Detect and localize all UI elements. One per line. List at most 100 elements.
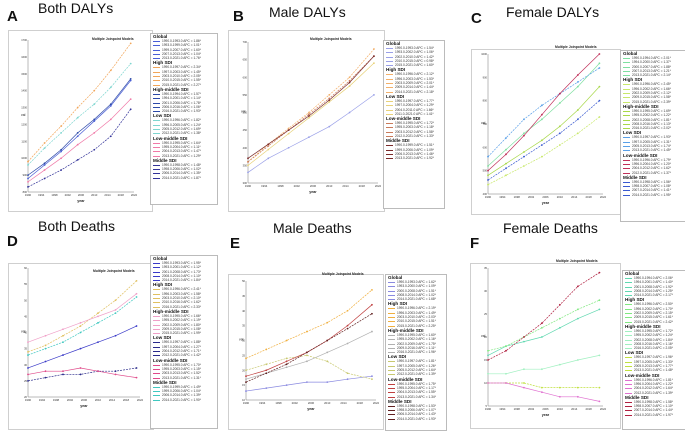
- legend-entry-label: 2013.0-2021.0 APC = 1.45*: [632, 148, 671, 153]
- legend-swatch: [153, 58, 160, 60]
- legend-entry-label: 2001.0-2006.0 APC = 1.78*: [162, 100, 201, 105]
- x-tick-label: 2010: [324, 401, 331, 405]
- data-point: [523, 132, 525, 135]
- y-tick-label: 50: [24, 298, 27, 302]
- data-point: [541, 322, 543, 325]
- data-point: [245, 375, 247, 378]
- legend-swatch: [153, 333, 160, 335]
- data-point: [487, 169, 489, 172]
- data-point: [558, 132, 561, 135]
- legend-entry: 2009.0-2014.0 APC = 1.44*: [384, 85, 444, 89]
- y-tick-label: 35: [24, 347, 27, 351]
- legend-entry: 2001.0-2006.0 APC = 1.78*: [151, 101, 217, 105]
- legend-entry: 1990.0-1996.0 APC = 1.81*: [623, 378, 685, 382]
- y-tick-label: 30: [24, 363, 27, 367]
- legend-swatch: [388, 347, 395, 349]
- legend-swatch: [625, 282, 632, 284]
- data-point: [93, 103, 96, 106]
- legend-entry-label: 1990.0-1993.0 APC = 1.95*: [162, 261, 201, 265]
- y-tick-label: 550: [243, 93, 248, 97]
- legend-entry-label: 1990.0-1996.0 APC = 1.81*: [634, 377, 673, 382]
- legend-group-title: High-middle SDI: [153, 308, 189, 314]
- data-point: [44, 334, 47, 337]
- series-line-3: [27, 63, 131, 166]
- legend-entry: 2015.0-2021.0 APC = 2.27*: [151, 83, 217, 87]
- legend-swatch: [153, 346, 160, 348]
- legend-group-title: High-middle SDI: [625, 323, 661, 329]
- x-tick-label: 1994: [499, 195, 506, 199]
- legend-swatch: [623, 141, 630, 143]
- y-tick-label: 45: [24, 314, 27, 318]
- legend-swatch: [388, 418, 395, 420]
- x-axis-label: year: [80, 404, 88, 408]
- y-tick-label: 20: [24, 395, 27, 399]
- legend-entry-label: 2014.0-2021.0 APC = 1.90*: [162, 397, 201, 402]
- legend-swatch: [623, 128, 630, 130]
- data-point: [558, 395, 561, 398]
- legend-entry-label: 1995.0-2002.0 APC = 1.24*: [634, 333, 673, 338]
- legend-swatch: [386, 153, 393, 155]
- data-point: [43, 147, 46, 149]
- legend-swatch: [623, 97, 630, 99]
- data-point: [523, 134, 525, 137]
- data-point: [245, 369, 247, 372]
- data-point: [247, 160, 249, 163]
- y-tick-label: 40: [24, 331, 27, 335]
- legend-entry-label: 2002.0-2010.0 APC = 1.42*: [395, 54, 434, 59]
- legend-entry-label: 2013.0-2021.0 APC = 1.34*: [397, 394, 436, 399]
- legend-swatch: [625, 290, 632, 292]
- legend-entry: 2014.0-2021.0 APC = 2.17*: [623, 293, 685, 297]
- data-point: [135, 325, 138, 327]
- legend-swatch: [623, 150, 630, 152]
- data-point: [541, 104, 543, 107]
- y-tick-label: 1000: [481, 52, 487, 56]
- legend-entry-label: 1990.0-1993.0 APC = 1.54*: [395, 46, 434, 50]
- legend-swatch: [153, 133, 160, 135]
- legend-entry-label: 1990.0-1997.0 APC = 2.34*: [162, 65, 201, 70]
- legend-entry-label: 2009.0-2016.0 APC = 1.11*: [397, 345, 436, 350]
- legend-swatch: [623, 146, 630, 148]
- legend-group-title: High SDI: [623, 77, 643, 83]
- x-tick-label: 2002: [528, 195, 535, 199]
- legend-entry: 1990.0-1993.0 APC = 1.62*: [386, 280, 446, 284]
- legend-entry: 2007.0-2013.0 APC = 1.21*: [621, 69, 685, 73]
- panel-letter: A: [7, 8, 18, 25]
- legend-swatch: [625, 321, 632, 323]
- data-point: [287, 127, 290, 130]
- data-point: [43, 169, 46, 171]
- data-point: [129, 77, 132, 80]
- legend-entry-label: 1999.0-2006.0 APC = 1.09*: [395, 147, 434, 152]
- legend-entry-label: 1990.0-1996.0 APC = 2.45*: [632, 82, 671, 87]
- legend-swatch: [623, 186, 630, 188]
- y-tick-label: 800: [23, 190, 28, 194]
- data-point: [44, 376, 47, 379]
- legend-entry: 1990.0-1998.0 APC = 1.58*: [623, 400, 685, 404]
- series-line-5: [245, 313, 373, 383]
- legend-entry-label: 1999.0-2007.0 APC = 1.60*: [162, 47, 201, 52]
- legend-swatch: [153, 169, 160, 171]
- data-point: [135, 296, 138, 298]
- data-point: [346, 324, 349, 327]
- legend-entry: 1993.0-2001.0 APC = 1.12*: [151, 265, 217, 269]
- data-point: [60, 150, 63, 153]
- data-point: [346, 327, 349, 330]
- data-point: [373, 55, 375, 57]
- legend-entry: 1995.0-2002.0 APC = 1.22*: [621, 113, 685, 117]
- plot-area: 1990 1994 1998 2002 2006 2010 2014 2018 2022 20 25…: [21, 266, 144, 408]
- legend-entry: 2013.0-2021.0 APC = 1.31*: [151, 376, 217, 380]
- legend-entry-label: 1998.0-2007.0 APC = 1.10*: [634, 404, 673, 409]
- legend-entry: 1995.0-2003.0 APC = 1.18*: [384, 125, 444, 129]
- legend-entry: 2003.0-2013.0 APC = 1.52*: [151, 371, 217, 375]
- legend-entry: 1998.0-2006.0 APC = 1.02*: [151, 167, 217, 171]
- y-tick-label: 35: [484, 266, 487, 270]
- legend-entry: 2004.0-2012.0 APC = 1.71*: [151, 349, 217, 353]
- panel-subtitle: Multiple Joinpoint Models: [93, 269, 135, 273]
- legend-swatch: [153, 306, 160, 308]
- legend-entry: 2014.0-2021.0 APC = 2.18*: [384, 90, 444, 94]
- legend-swatch: [386, 123, 393, 125]
- legend-entry-label: 1990.0-1998.0 APC = 1.56*: [632, 179, 671, 184]
- legend-entry: 1990.0-1995.0 APC = 1.70*: [151, 363, 217, 367]
- data-point: [505, 382, 507, 384]
- data-point: [308, 111, 310, 114]
- data-point: [326, 321, 329, 324]
